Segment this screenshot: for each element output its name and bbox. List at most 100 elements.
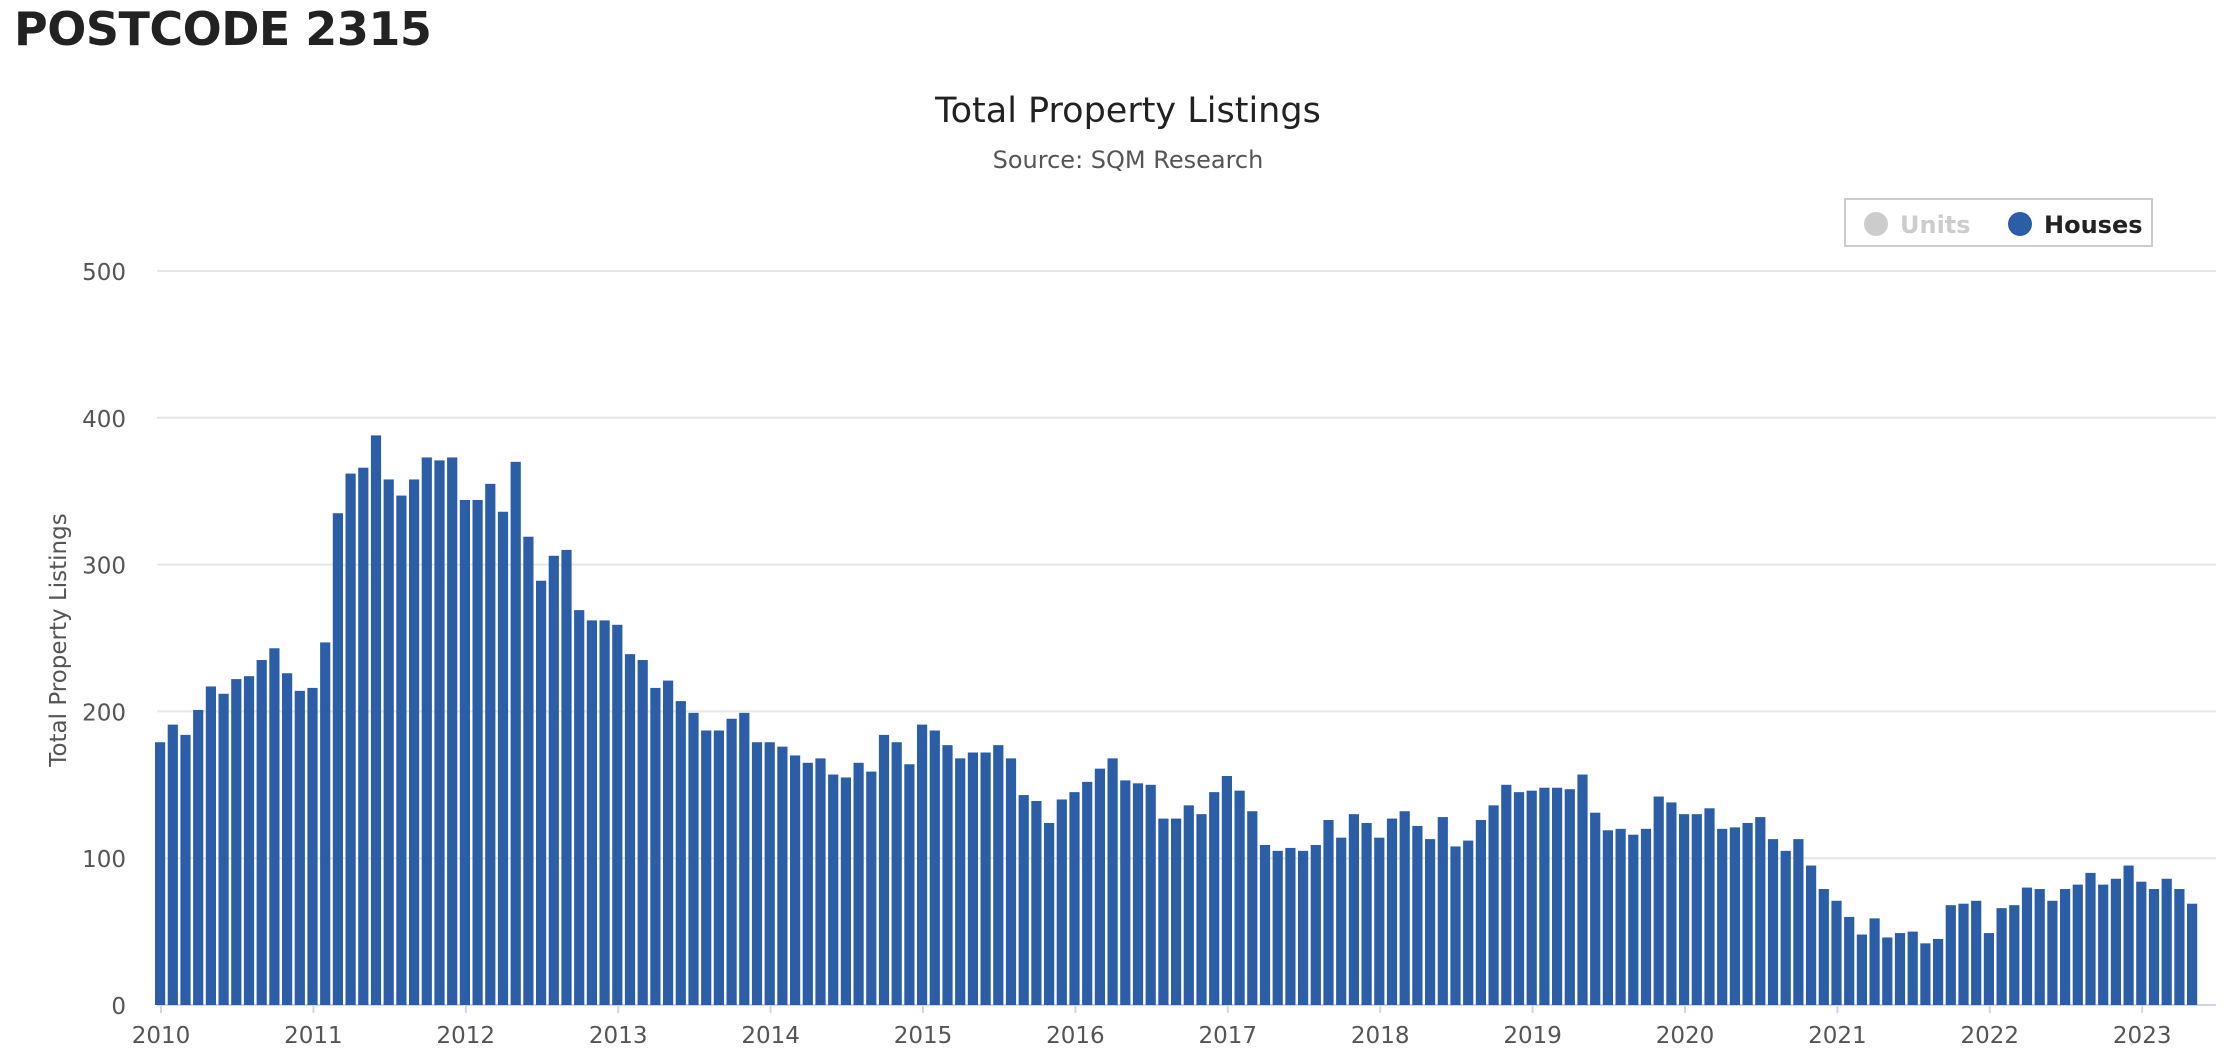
bar[interactable] — [1615, 828, 1626, 1005]
bar[interactable] — [1869, 918, 1880, 1005]
bar[interactable] — [1831, 900, 1842, 1005]
bar[interactable] — [2174, 889, 2185, 1005]
bar[interactable] — [828, 774, 839, 1005]
bar[interactable] — [1501, 784, 1512, 1005]
legend-item-houses[interactable]: Houses — [2008, 211, 2143, 239]
bar[interactable] — [1996, 908, 2007, 1005]
bar[interactable] — [1132, 783, 1144, 1005]
bar[interactable] — [1145, 784, 1156, 1005]
bar[interactable] — [1806, 865, 1817, 1005]
bar[interactable] — [790, 755, 801, 1005]
bar[interactable] — [650, 687, 661, 1005]
bar[interactable] — [853, 762, 864, 1005]
bar[interactable] — [1653, 796, 1664, 1005]
bar[interactable] — [434, 460, 445, 1005]
bar[interactable] — [472, 500, 483, 1005]
bar[interactable] — [751, 742, 763, 1005]
bar[interactable] — [1221, 775, 1232, 1005]
bar[interactable] — [1882, 937, 1893, 1005]
bar[interactable] — [815, 758, 826, 1005]
bar[interactable] — [1513, 792, 1525, 1005]
bar[interactable] — [523, 536, 534, 1005]
bar[interactable] — [193, 709, 204, 1005]
bar[interactable] — [713, 730, 724, 1005]
bar[interactable] — [536, 580, 547, 1005]
bar[interactable] — [1958, 903, 1969, 1005]
bar[interactable] — [1336, 837, 1347, 1005]
bar[interactable] — [1234, 790, 1245, 1005]
bar[interactable] — [1920, 943, 1931, 1005]
bar[interactable] — [624, 654, 636, 1005]
bar[interactable] — [1056, 799, 1067, 1005]
bar[interactable] — [802, 762, 813, 1005]
bar[interactable] — [2098, 884, 2109, 1005]
bar[interactable] — [421, 457, 432, 1005]
bar[interactable] — [561, 549, 572, 1005]
bar[interactable] — [688, 712, 699, 1005]
bar[interactable] — [1310, 844, 1321, 1005]
bar[interactable] — [1374, 837, 1385, 1005]
bar[interactable] — [2085, 872, 2096, 1005]
bar[interactable] — [1158, 818, 1169, 1005]
bar[interactable] — [1361, 822, 1372, 1005]
bar[interactable] — [878, 734, 890, 1005]
bar[interactable] — [904, 764, 915, 1005]
bar[interactable] — [1107, 758, 1118, 1005]
bar[interactable] — [2021, 887, 2033, 1005]
bar[interactable] — [180, 734, 191, 1005]
bar[interactable] — [510, 461, 521, 1006]
bar[interactable] — [980, 752, 991, 1005]
bar[interactable] — [1298, 850, 1309, 1005]
bar[interactable] — [2123, 865, 2134, 1005]
bar[interactable] — [1628, 834, 1639, 1005]
bar[interactable] — [2148, 889, 2160, 1005]
bar[interactable] — [1475, 820, 1486, 1005]
bar[interactable] — [1590, 812, 1601, 1005]
bar[interactable] — [2034, 889, 2045, 1005]
bar[interactable] — [1450, 846, 1461, 1005]
bar[interactable] — [1742, 822, 1753, 1005]
bar[interactable] — [1907, 931, 1918, 1005]
bar[interactable] — [1666, 802, 1677, 1005]
bar[interactable] — [256, 660, 267, 1005]
bar[interactable] — [1602, 830, 1613, 1005]
bar[interactable] — [1323, 820, 1334, 1005]
bar[interactable] — [243, 676, 255, 1005]
bar[interactable] — [2110, 878, 2121, 1005]
bar[interactable] — [1399, 811, 1410, 1005]
legend-item-units[interactable]: Units — [1864, 211, 1971, 239]
bar[interactable] — [917, 724, 928, 1005]
bar[interactable] — [764, 742, 775, 1005]
bar[interactable] — [1552, 787, 1563, 1005]
bar[interactable] — [739, 712, 750, 1005]
bar[interactable] — [497, 511, 509, 1005]
bar[interactable] — [2009, 905, 2020, 1005]
bar[interactable] — [1945, 905, 1956, 1005]
bar[interactable] — [1259, 844, 1271, 1005]
bar[interactable] — [1539, 787, 1550, 1005]
bar[interactable] — [282, 673, 293, 1005]
bar[interactable] — [701, 730, 712, 1005]
bar[interactable] — [1640, 828, 1652, 1005]
bar[interactable] — [2136, 881, 2147, 1005]
bar[interactable] — [269, 648, 280, 1005]
bar[interactable] — [1425, 839, 1436, 1005]
bar[interactable] — [967, 752, 978, 1005]
bar[interactable] — [1094, 768, 1105, 1005]
bar[interactable] — [307, 687, 318, 1005]
bar[interactable] — [942, 745, 953, 1005]
bar[interactable] — [891, 742, 902, 1005]
bar[interactable] — [840, 777, 851, 1005]
bar[interactable] — [1679, 814, 1690, 1005]
bar[interactable] — [1412, 825, 1423, 1005]
bar[interactable] — [409, 479, 420, 1005]
bar[interactable] — [955, 758, 966, 1005]
bar[interactable] — [1564, 789, 1575, 1005]
bar[interactable] — [2047, 900, 2058, 1005]
bar[interactable] — [1818, 889, 1829, 1005]
bar[interactable] — [447, 457, 458, 1005]
bar[interactable] — [1044, 822, 1055, 1005]
bar[interactable] — [675, 701, 686, 1005]
bar[interactable] — [345, 473, 356, 1006]
bar[interactable] — [1793, 839, 1804, 1005]
